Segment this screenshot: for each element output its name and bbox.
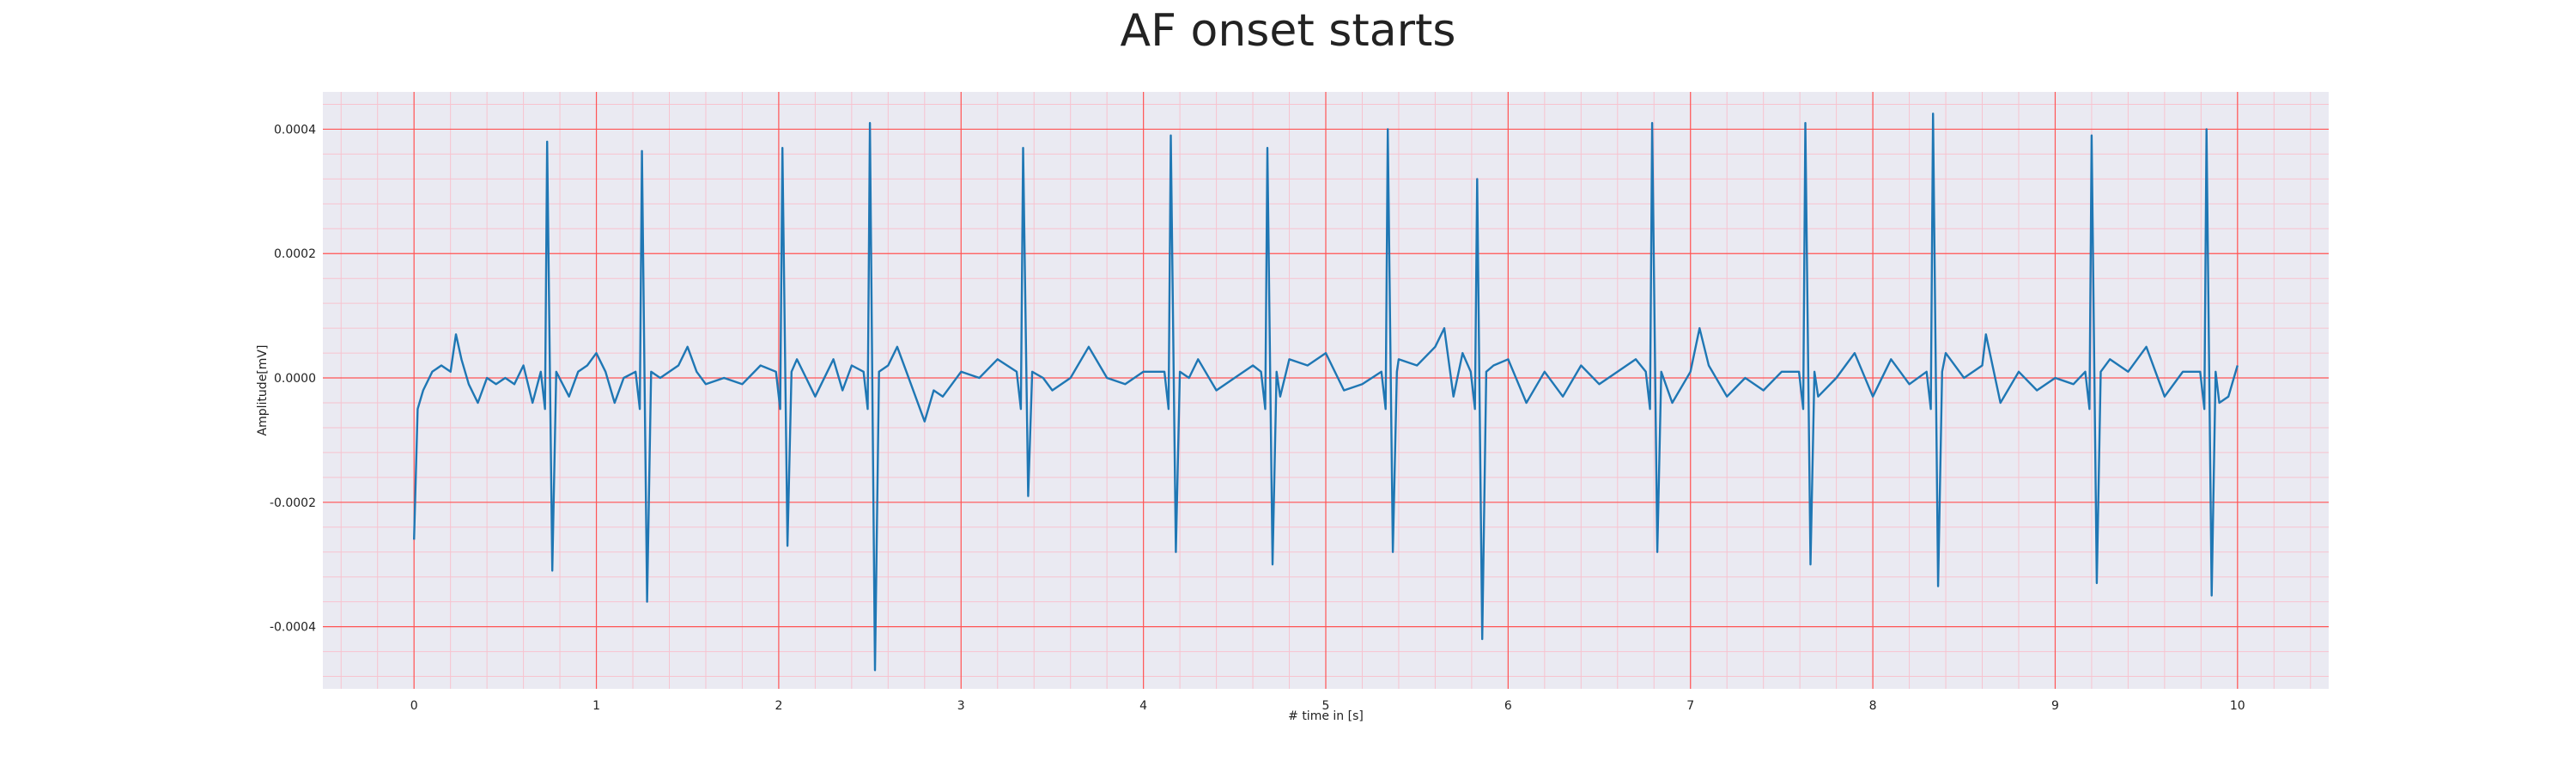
y-tick-label: 0.0002 [274,247,316,261]
x-tick-label: 7 [1686,699,1694,713]
y-tick-label: 0.0004 [274,123,316,137]
x-axis-label: # time in [s] [1288,709,1364,723]
x-tick-label: 2 [775,699,782,713]
y-tick-label: -0.0004 [270,621,316,635]
x-tick-labels: 0 1 2 3 4 5 6 7 8 9 10 [410,699,2245,713]
x-tick-label: 6 [1504,699,1512,713]
x-tick-label: 10 [2230,699,2245,713]
x-tick-label: 4 [1139,699,1147,713]
x-tick-label: 8 [1869,699,1877,713]
x-tick-label: 0 [410,699,418,713]
x-tick-label: 9 [2051,699,2059,713]
ecg-series-line [413,113,2239,672]
x-tick-label: 5 [1322,699,1330,713]
y-tick-labels: -0.0004 -0.0002 0.0000 0.0002 0.0004 [270,123,316,634]
y-tick-label: -0.0002 [270,496,316,510]
chart-title: AF onset starts [1120,5,1456,57]
x-tick-label: 3 [957,699,965,713]
x-tick-label: 1 [592,699,600,713]
series-layer [413,113,2239,672]
y-tick-label: 0.0000 [274,372,316,386]
y-axis-label: Amplitude[mV] [256,345,270,436]
